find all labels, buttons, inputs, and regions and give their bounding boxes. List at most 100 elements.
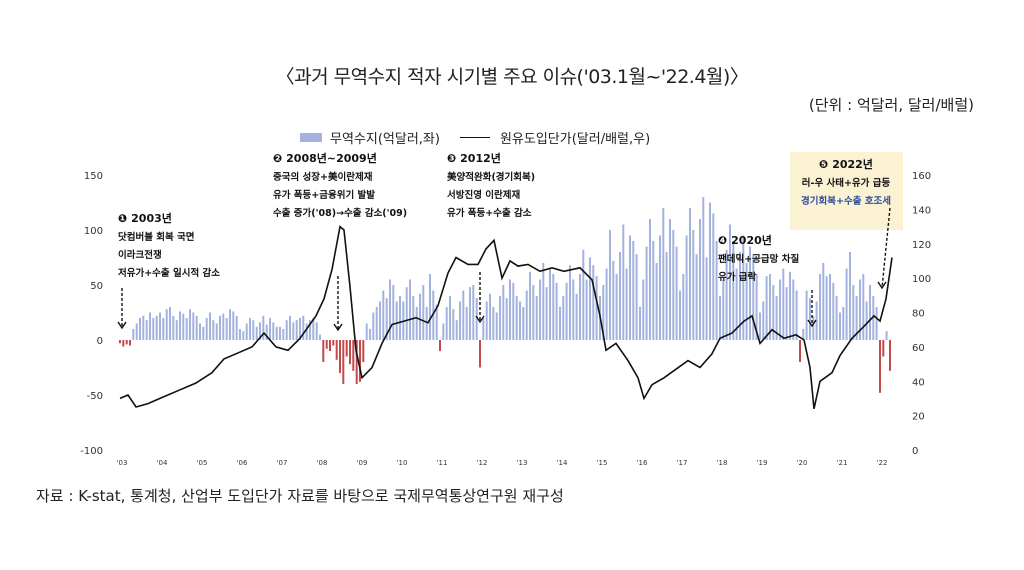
x-tick-label: '21 (837, 459, 848, 467)
trade-balance-bar (792, 279, 795, 340)
trade-balance-bar (179, 311, 181, 340)
trade-balance-bar (825, 276, 828, 340)
trade-balance-bar (639, 307, 641, 340)
annotation-line: 서방진영 이란제재 (447, 189, 520, 201)
trade-balance-bar (835, 296, 838, 340)
trade-balance-bar (209, 312, 211, 340)
trade-balance-bar (465, 307, 468, 340)
trade-balance-bar (655, 263, 658, 340)
trade-balance-bar (519, 301, 521, 340)
x-tick-label: '08 (317, 459, 328, 467)
trade-balance-bar (289, 315, 291, 340)
trade-balance-bar (355, 340, 358, 384)
trade-balance-bar (195, 315, 198, 340)
trade-balance-bar (595, 276, 598, 340)
x-tick-label: '22 (877, 459, 888, 467)
trade-balance-bar (802, 329, 805, 340)
trade-balance-bar (425, 307, 428, 340)
trade-balance-bar (529, 271, 531, 340)
trade-balance-bar (389, 279, 391, 340)
trade-balance-bar (659, 235, 661, 340)
trade-balance-bar (392, 285, 395, 340)
trade-balance-bar (232, 311, 235, 340)
trade-balance-bar (249, 318, 251, 340)
trade-balance-bar (245, 323, 248, 340)
annotation-line: 유가 폭등+금융위기 발발 (273, 189, 375, 201)
y-left-tick-label: -100 (80, 446, 103, 457)
trade-balance-bar (735, 268, 738, 340)
trade-balance-bar (535, 296, 538, 340)
trade-balance-bar (439, 340, 441, 351)
trade-balance-bar (882, 340, 885, 357)
trade-balance-bar (489, 293, 491, 340)
trade-balance-bar (782, 268, 785, 340)
trade-balance-bar (832, 282, 835, 340)
trade-balance-bar (785, 287, 788, 340)
trade-balance-bar (569, 265, 571, 340)
trade-balance-bar (385, 298, 388, 340)
annotation-line: 닷컴버블 회복 국면 (118, 231, 195, 243)
annotation-line: 유가 급락 (718, 271, 757, 283)
trade-balance-bar (212, 320, 215, 340)
trade-balance-bar (142, 315, 145, 340)
trade-balance-oil-price-chart: -100 -50 0 50 100 150 0 20 40 60 80 100 120 140 160 '03… (80, 151, 931, 467)
trade-balance-bar (135, 323, 138, 340)
trade-balance-bar (202, 326, 205, 340)
trade-balance-bar (445, 307, 448, 340)
annotation-arrow-head (807, 319, 817, 328)
trade-balance-bar (615, 274, 618, 340)
trade-balance-bar (702, 197, 705, 340)
annotation-line: 수출 증가('08)→수출 감소('09) (273, 207, 407, 219)
trade-balance-bar (189, 309, 191, 340)
trade-balance-bar (279, 326, 281, 340)
y-left-tick-label: 50 (90, 281, 103, 292)
trade-balance-bar (675, 246, 678, 340)
trade-balance-bar (192, 312, 195, 340)
trade-balance-bar (472, 285, 475, 340)
trade-balance-bar (395, 301, 398, 340)
legend-bar-swatch (300, 133, 322, 142)
trade-balance-bar (525, 290, 528, 340)
trade-balance-bar (749, 246, 751, 340)
source-note: 자료 : K-stat, 통계청, 산업부 도입단가 자료를 바탕으로 국제무역… (36, 487, 564, 505)
trade-balance-bar (359, 340, 361, 382)
trade-balance-bar (765, 276, 768, 340)
trade-balance-bar (165, 309, 168, 340)
trade-balance-bar (419, 293, 421, 340)
x-tick-label: '17 (677, 459, 688, 467)
highlight-box-2022 (790, 152, 903, 230)
x-tick-label: '18 (717, 459, 728, 467)
trade-balance-bar (119, 340, 121, 344)
trade-balance-bar (625, 268, 628, 340)
trade-balance-bar (682, 274, 685, 340)
trade-balance-bar (199, 323, 201, 340)
trade-balance-bar (779, 279, 781, 340)
trade-balance-bar (842, 307, 845, 340)
trade-balance-bar (775, 296, 778, 340)
trade-balance-bar (769, 274, 771, 340)
trade-balance-bar (155, 315, 158, 340)
trade-balance-bar (532, 285, 535, 340)
trade-balance-bar (475, 298, 478, 340)
trade-balance-bar (282, 329, 285, 340)
unit-label: (단위 : 억달러, 달러/배럴) (808, 96, 974, 114)
trade-balance-bar (885, 331, 888, 340)
trade-balance-bar (582, 249, 585, 340)
trade-balance-bar (382, 290, 385, 340)
trade-balance-bar (139, 318, 141, 340)
trade-balance-bar (235, 315, 238, 340)
trade-balance-bar (122, 340, 125, 347)
trade-balance-bar (442, 323, 445, 340)
trade-balance-bar (145, 320, 148, 340)
trade-balance-bar (755, 274, 758, 340)
trade-balance-bar (849, 252, 851, 340)
y-right-tick-label: 140 (912, 205, 931, 216)
x-tick-label: '09 (357, 459, 368, 467)
trade-balance-bar (469, 287, 471, 340)
trade-balance-bar (795, 290, 798, 340)
x-tick-label: '03 (117, 459, 128, 467)
trade-balance-bar (819, 274, 821, 340)
trade-balance-bar (255, 326, 258, 340)
annotation-line: 팬데믹+공급망 차질 (718, 253, 799, 265)
y-right-tick-label: 80 (912, 309, 925, 320)
